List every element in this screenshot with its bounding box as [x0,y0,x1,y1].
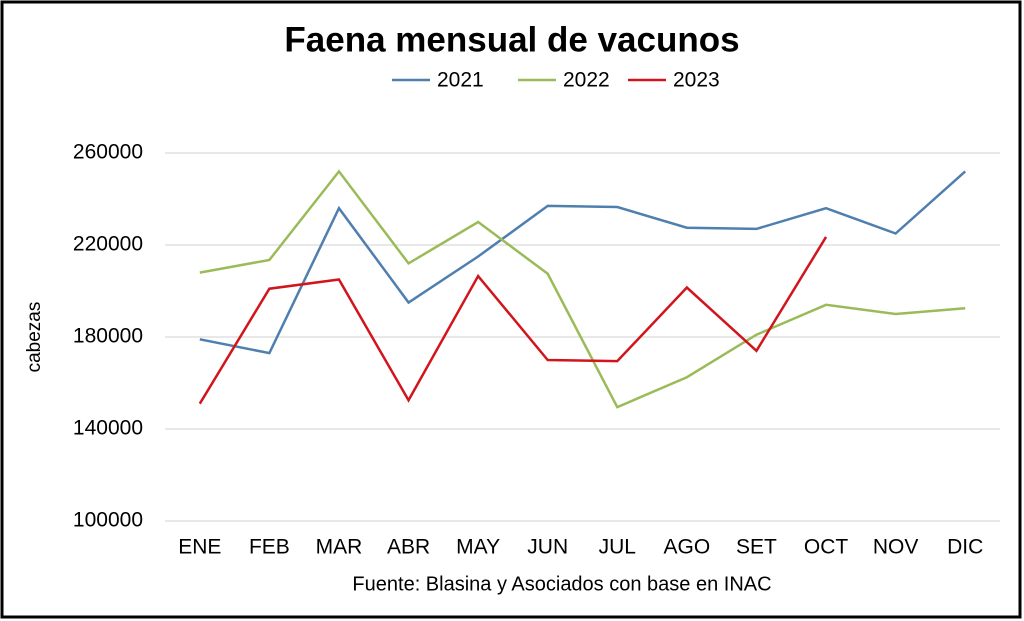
y-tick-label: 260000 [73,141,143,164]
x-tick-label: MAY [456,536,500,559]
y-tick-label: 100000 [73,509,143,532]
x-tick-label: FEB [249,536,290,559]
x-tick-label: DIC [947,536,983,559]
x-tick-label: MAR [316,536,363,559]
x-tick-label: JUL [599,536,636,559]
x-tick-label: OCT [804,536,849,559]
y-tick-label: 180000 [73,325,143,348]
line-series [199,169,966,409]
y-tick-label: 220000 [73,233,143,256]
line-series [198,236,828,405]
legend-label: 2021 [437,69,484,92]
legend-label: 2023 [673,69,720,92]
source-note: Fuente: Blasina y Asociados con base en … [352,573,771,595]
x-tick-label: AGO [664,536,711,559]
x-tick-label: ABR [387,536,430,559]
x-tick-label: JUN [527,536,568,559]
x-tick-label: ENE [178,536,221,559]
chart-title: Faena mensual de vacunos [284,20,739,59]
x-tick-label: SET [736,536,777,559]
y-axis-label: cabezas [24,302,45,373]
legend-label: 2022 [563,69,610,92]
y-tick-label: 140000 [73,417,143,440]
x-tick-label: NOV [873,536,919,559]
line-series [199,170,967,355]
